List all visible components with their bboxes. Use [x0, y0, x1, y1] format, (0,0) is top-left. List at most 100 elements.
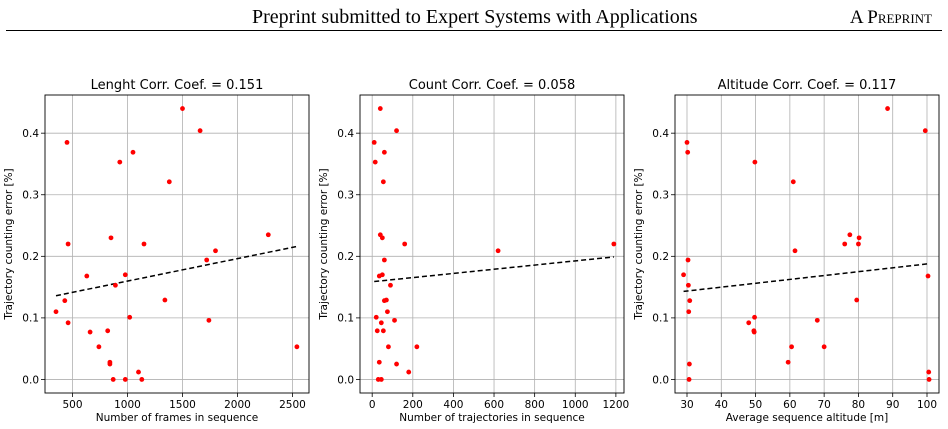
- data-point: [785, 359, 791, 365]
- data-point: [141, 241, 147, 247]
- y-tick-label: 0.3: [337, 190, 354, 202]
- y-tick-label: 0.2: [22, 251, 39, 263]
- x-tick-label: 80: [852, 399, 865, 411]
- data-point: [379, 235, 385, 241]
- data-point: [122, 377, 128, 382]
- data-point: [110, 377, 116, 382]
- y-tick-label: 0.3: [652, 190, 669, 202]
- page-header-label: A Preprint: [849, 7, 932, 28]
- trend-line: [374, 256, 614, 283]
- data-point: [378, 377, 384, 382]
- data-point: [394, 361, 399, 367]
- data-point: [685, 282, 691, 288]
- page-header: Preprint submitted to Expert Systems wit…: [0, 0, 948, 32]
- data-point: [166, 179, 172, 185]
- y-tick-label: 0.4: [652, 128, 669, 140]
- x-tick-label: 50: [749, 399, 762, 411]
- data-point: [213, 248, 218, 254]
- data-point: [206, 317, 212, 323]
- chart-panel-1: 500 1000 1500 2000 2500 0.0 0.1 0.2 0.3 0.4 Lenght…: [3, 78, 310, 424]
- x-axis-label: Average sequence altitude [m]: [726, 412, 888, 424]
- data-point: [385, 309, 390, 315]
- axes-frame: [44, 94, 310, 394]
- data-point: [394, 128, 399, 134]
- chart-panel-3: 30 40 50 60 70 80 90 100 0.0 0.1 0.2 0.3 0.4 Altitude…: [633, 78, 940, 424]
- data-point: [162, 297, 168, 303]
- data-point: [62, 298, 68, 304]
- data-point: [792, 248, 798, 254]
- data-point: [53, 309, 59, 315]
- y-axis-label: Trajectory counting error [%]: [633, 168, 645, 320]
- trend-line: [683, 262, 930, 293]
- y-tick-label: 0.0: [22, 374, 39, 386]
- data-point: [402, 241, 408, 247]
- data-point: [687, 298, 693, 304]
- x-tick-label: 2500: [279, 399, 306, 411]
- y-tick-label: 0.3: [22, 190, 39, 202]
- x-tick-label: 100: [917, 399, 937, 411]
- data-point: [380, 179, 386, 185]
- data-point: [64, 140, 70, 145]
- data-point: [495, 248, 501, 254]
- header-rule: [6, 30, 942, 31]
- data-point: [392, 317, 397, 323]
- x-tick-label: 1000: [114, 399, 141, 411]
- x-axis-label: Number of frames in sequence: [96, 412, 258, 424]
- axes-frame: [674, 94, 940, 394]
- data-point: [847, 232, 853, 238]
- y-axis-label: Trajectory counting error [%]: [318, 168, 330, 320]
- y-tick-label: 0.1: [337, 313, 354, 325]
- x-tick-label: 1500: [169, 399, 196, 411]
- data-point: [96, 344, 102, 350]
- data-point: [127, 314, 133, 320]
- x-tick-label: 400: [443, 399, 463, 411]
- data-point: [65, 320, 71, 326]
- data-point: [752, 159, 758, 165]
- y-tick-label: 0.0: [337, 374, 354, 386]
- data-point: [752, 314, 757, 320]
- data-point: [122, 272, 128, 278]
- page-header-title: Preprint submitted to Expert Systems wit…: [252, 6, 698, 28]
- data-point: [381, 257, 387, 263]
- x-tick-label: 200: [403, 399, 423, 411]
- x-tick-label: 2000: [224, 399, 251, 411]
- data-point: [294, 344, 300, 350]
- x-tick-label: 0: [369, 399, 376, 411]
- data-point: [373, 314, 379, 320]
- data-point: [374, 328, 380, 334]
- data-point: [814, 317, 820, 323]
- chart-title: Lenght Corr. Coef. = 0.151: [91, 78, 264, 93]
- data-point: [789, 344, 794, 350]
- data-point: [372, 159, 378, 165]
- x-tick-label: 1000: [562, 399, 589, 411]
- data-point: [406, 369, 412, 375]
- x-tick-label: 40: [715, 399, 728, 411]
- data-point: [686, 377, 692, 382]
- y-tick-label: 0.4: [337, 128, 354, 140]
- x-tick-label: 90: [886, 399, 899, 411]
- data-point: [856, 235, 862, 241]
- trend-line: [55, 245, 298, 297]
- x-tick-label: 600: [484, 399, 504, 411]
- data-point: [378, 320, 384, 326]
- data-point: [686, 309, 692, 315]
- data-point: [384, 297, 389, 303]
- data-point: [139, 377, 145, 382]
- y-tick-label: 0.4: [22, 128, 39, 140]
- x-axis-label: Number of trajectories in sequence: [399, 412, 585, 424]
- chart-title: Altitude Corr. Coef. = 0.117: [718, 78, 897, 93]
- y-tick-label: 0.1: [652, 313, 669, 325]
- data-point: [117, 159, 123, 165]
- data-point: [685, 257, 691, 263]
- data-point: [925, 273, 931, 279]
- data-point: [265, 232, 271, 238]
- data-point: [414, 344, 420, 350]
- data-point: [751, 329, 757, 335]
- data-point: [65, 241, 71, 247]
- data-point: [885, 106, 890, 111]
- x-tick-label: 30: [680, 399, 693, 411]
- y-axis-label: Trajectory counting error [%]: [3, 168, 15, 320]
- data-point: [197, 128, 203, 134]
- data-point: [684, 140, 690, 145]
